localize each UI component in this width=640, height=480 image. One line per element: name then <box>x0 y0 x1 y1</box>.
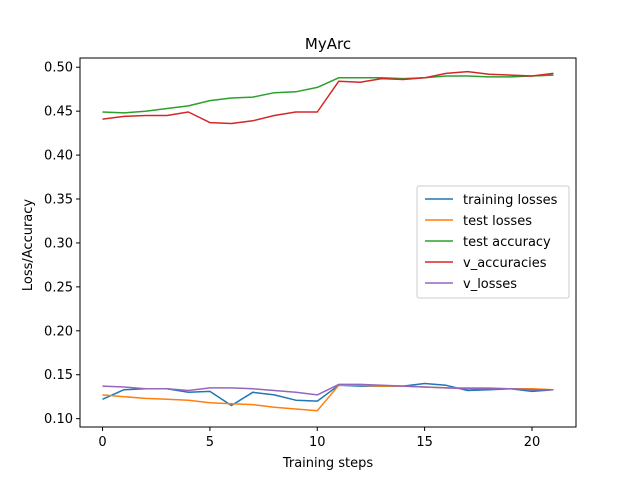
y-tick-label: 0.20 <box>44 324 73 339</box>
y-tick-label: 0.10 <box>44 412 73 427</box>
x-tick-label: 5 <box>206 435 214 450</box>
y-tick-label: 0.35 <box>44 193 73 208</box>
x-axis: 0 5 10 15 20 <box>98 427 540 450</box>
chart-title: MyArc <box>305 35 351 53</box>
y-axis-label: Loss/Accuracy <box>21 199 36 292</box>
legend-box <box>416 185 570 299</box>
x-axis-label: Training steps <box>282 456 374 471</box>
y-tick-label: 0.45 <box>44 105 73 120</box>
x-tick-label: 10 <box>309 435 326 450</box>
series-line-training-losses <box>102 382 554 407</box>
y-tick-label: 0.25 <box>44 280 73 295</box>
series-line-v-accuracies <box>102 70 554 125</box>
legend-label: v_losses <box>463 277 517 292</box>
x-tick-label: 20 <box>524 435 541 450</box>
y-tick-label: 0.15 <box>44 368 73 383</box>
legend: training losses test losses test accuracy v… <box>416 185 570 299</box>
y-tick-label: 0.40 <box>44 149 73 164</box>
series-line-test-losses <box>102 384 554 412</box>
x-tick-label: 15 <box>416 435 433 450</box>
legend-label: test losses <box>463 214 532 229</box>
series-line-v-losses <box>102 383 554 396</box>
legend-label: test accuracy <box>463 235 551 250</box>
series-lines <box>102 70 554 412</box>
x-tick-label: 0 <box>98 435 106 450</box>
legend-label: v_accuracies <box>463 256 547 271</box>
y-tick-label: 0.50 <box>44 61 73 76</box>
series-line-test-accuracy <box>102 74 554 114</box>
y-axis: 0.10 0.15 0.20 0.25 0.30 0.35 0.40 0.45 0.50 <box>44 61 80 427</box>
y-tick-label: 0.30 <box>44 236 73 251</box>
legend-label: training losses <box>463 193 558 208</box>
